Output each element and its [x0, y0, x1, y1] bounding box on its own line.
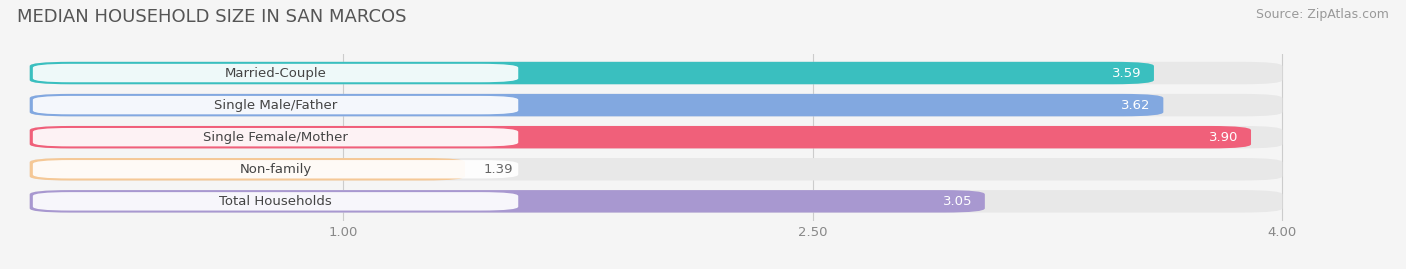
- Text: Non-family: Non-family: [239, 163, 312, 176]
- Text: Single Male/Father: Single Male/Father: [214, 99, 337, 112]
- Text: 1.39: 1.39: [484, 163, 513, 176]
- FancyBboxPatch shape: [32, 64, 519, 82]
- FancyBboxPatch shape: [30, 158, 1282, 180]
- FancyBboxPatch shape: [30, 126, 1282, 148]
- FancyBboxPatch shape: [30, 190, 1282, 213]
- Text: 3.05: 3.05: [943, 195, 973, 208]
- FancyBboxPatch shape: [32, 160, 519, 178]
- Text: MEDIAN HOUSEHOLD SIZE IN SAN MARCOS: MEDIAN HOUSEHOLD SIZE IN SAN MARCOS: [17, 8, 406, 26]
- Text: Single Female/Mother: Single Female/Mother: [202, 131, 347, 144]
- Text: Married-Couple: Married-Couple: [225, 66, 326, 80]
- FancyBboxPatch shape: [30, 158, 465, 180]
- FancyBboxPatch shape: [32, 128, 519, 146]
- FancyBboxPatch shape: [30, 126, 1251, 148]
- FancyBboxPatch shape: [30, 62, 1154, 84]
- Text: 3.59: 3.59: [1112, 66, 1142, 80]
- Text: Source: ZipAtlas.com: Source: ZipAtlas.com: [1256, 8, 1389, 21]
- FancyBboxPatch shape: [32, 192, 519, 211]
- Text: 3.90: 3.90: [1209, 131, 1239, 144]
- FancyBboxPatch shape: [30, 94, 1163, 116]
- FancyBboxPatch shape: [32, 96, 519, 114]
- FancyBboxPatch shape: [30, 190, 984, 213]
- Text: Total Households: Total Households: [219, 195, 332, 208]
- FancyBboxPatch shape: [30, 94, 1282, 116]
- FancyBboxPatch shape: [30, 62, 1282, 84]
- Text: 3.62: 3.62: [1122, 99, 1152, 112]
